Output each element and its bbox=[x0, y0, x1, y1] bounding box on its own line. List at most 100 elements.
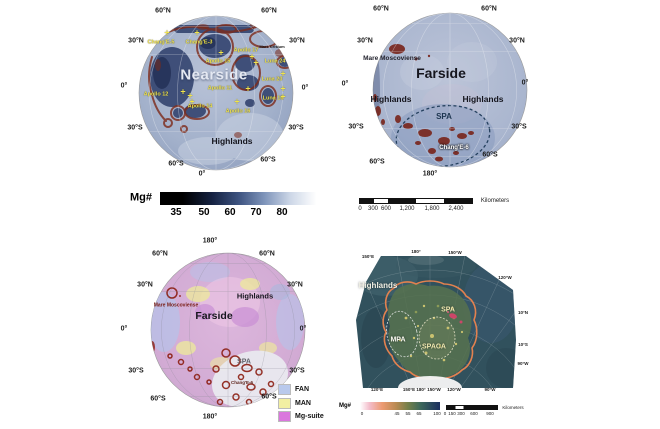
farside-globe bbox=[372, 12, 528, 168]
marker-change3: + bbox=[194, 27, 200, 38]
lat-60s-right: 60°S bbox=[482, 151, 498, 159]
marker-apollo12b: + bbox=[187, 90, 193, 101]
lon-180-bottom: 180° bbox=[202, 413, 218, 421]
marker-apollo11: + bbox=[245, 83, 251, 94]
globe-title-farside: Farside bbox=[416, 65, 466, 81]
lon-0-left: 0° bbox=[120, 325, 128, 333]
marker-luna20: + bbox=[280, 68, 286, 79]
site-apollo14: Apollo 14 bbox=[187, 103, 213, 110]
scalebar bbox=[359, 198, 473, 204]
lon-150e-bottom: 150°E bbox=[402, 386, 416, 392]
scalebar-tick-600: 600 bbox=[470, 410, 478, 416]
feature-highlands: Highlands bbox=[358, 281, 398, 290]
marker-luna24: + bbox=[253, 57, 259, 68]
lon-180-top: 180° bbox=[202, 237, 218, 245]
feature-mare-crisium: Mare Crisium bbox=[259, 44, 285, 49]
globe-title-farside: Farside bbox=[195, 309, 233, 322]
site-apollo15: Apollo 15 bbox=[205, 58, 231, 65]
colorbar-tick-65: 65 bbox=[416, 410, 422, 416]
colorbar-tick-55: 55 bbox=[405, 410, 411, 416]
colorbar-tick-70: 70 bbox=[250, 207, 262, 218]
lat-30n-right: 30°N bbox=[289, 37, 305, 45]
feature-mare-moscoviense: Mare Moscoviense bbox=[363, 54, 421, 62]
lat-60s-right: 60°S bbox=[260, 156, 276, 164]
marker-apollo12a: + bbox=[180, 86, 186, 97]
site-apollo17: Apollo 17 bbox=[233, 47, 259, 54]
lon-0-left: 0° bbox=[120, 82, 128, 90]
scalebar-tick-300: 300 bbox=[367, 206, 379, 212]
lon-120e-bottom: 120°E bbox=[370, 386, 384, 392]
feature-highlands: Highlands bbox=[211, 135, 253, 146]
lat-30s-left: 30°S bbox=[348, 123, 364, 131]
lat-60s-left: 60°S bbox=[150, 395, 166, 403]
pink-anomaly-marks bbox=[447, 311, 463, 324]
lon-0-bottom: 0° bbox=[198, 170, 206, 178]
man-swatch bbox=[278, 398, 291, 409]
lat-60n-right: 60°N bbox=[261, 7, 277, 15]
scalebar-tick-150: 150 bbox=[448, 410, 456, 416]
mpa-dashed-boundary bbox=[386, 310, 418, 358]
lat-60s-right: 60°S bbox=[261, 393, 277, 401]
scalebar-tick-1200: 1,200 bbox=[399, 206, 415, 212]
lat-10s-right: 10°S bbox=[518, 341, 528, 347]
legend-item-man: MAN bbox=[278, 398, 311, 409]
mgnum-colorbar bbox=[160, 192, 323, 205]
scalebar-spa bbox=[446, 405, 498, 410]
lat-30n-right: 30°N bbox=[509, 37, 525, 45]
feature-spa: SPA bbox=[237, 358, 251, 366]
graticule bbox=[161, 253, 295, 407]
marker-luna16: + bbox=[280, 83, 286, 94]
marker-luna16b: + bbox=[280, 91, 286, 102]
lon-0-right: 0° bbox=[301, 84, 309, 92]
lon-90w-bottom: 90°W bbox=[484, 386, 496, 392]
colorbar-tick-45: 45 bbox=[394, 410, 400, 416]
scalebar-unit: Kilometers bbox=[502, 404, 524, 410]
nearside-globe bbox=[138, 15, 294, 171]
site-luna16: Luna 16 bbox=[262, 95, 284, 102]
marker-apollo17: + bbox=[249, 51, 255, 62]
scalebar-tick-900: 900 bbox=[486, 410, 494, 416]
colorbar-title: Mg# bbox=[130, 191, 152, 204]
scalebar-tick-2400: 2,400 bbox=[448, 206, 464, 212]
spa-interior bbox=[388, 283, 472, 379]
lat-30s-right: 30°S bbox=[511, 123, 527, 131]
farside-mineral-globe bbox=[150, 252, 306, 408]
site-change3: Chang'E-3 bbox=[185, 39, 213, 46]
mg-suite-label: Mg-suite bbox=[295, 413, 324, 420]
site-apollo11: Apollo 11 bbox=[207, 85, 233, 92]
graticule bbox=[149, 16, 283, 170]
mgnum-colorbar-spa bbox=[360, 402, 440, 410]
lon-120w-bottom: 120°W bbox=[447, 386, 461, 392]
red-deposit-rings bbox=[166, 287, 279, 406]
spa-orange-boundary bbox=[382, 280, 478, 380]
feature-spaca: SPACA bbox=[422, 343, 446, 351]
site-change6: Chang'E-6 bbox=[230, 379, 254, 385]
lon-180-bottom: 180° bbox=[422, 170, 438, 178]
graticule bbox=[383, 13, 517, 167]
colorbar-tick-0: 0 bbox=[360, 410, 364, 416]
feature-spa: SPA bbox=[441, 306, 455, 314]
colorbar-tick-100: 100 bbox=[433, 410, 441, 416]
lon-90w-right: 90°W bbox=[517, 360, 529, 366]
site-apollo12: Apollo 12 bbox=[143, 91, 169, 98]
lat-60n-right: 60°N bbox=[259, 250, 275, 258]
feature-mpa: MPA bbox=[390, 336, 406, 344]
feature-highlands-left: Highlands bbox=[370, 93, 412, 104]
lat-30s-right: 30°S bbox=[289, 367, 305, 375]
highland-bright-areas bbox=[178, 113, 284, 165]
lat-30s-right: 30°S bbox=[288, 124, 304, 132]
lat-60s-left: 60°S bbox=[369, 158, 385, 166]
lon-0-left: 0° bbox=[341, 80, 349, 88]
site-change5: Chang'E-5 bbox=[147, 39, 175, 46]
lat-60n-right: 60°N bbox=[481, 5, 497, 13]
spa-dashed-boundary bbox=[395, 104, 491, 167]
feature-highlands: Highlands bbox=[236, 291, 274, 301]
lat-60n-left: 60°N bbox=[373, 5, 389, 13]
lon-150w-top: 150°W bbox=[448, 249, 462, 255]
fan-swatch bbox=[278, 384, 291, 395]
feature-mare-moscoviense: Mare Moscoviense bbox=[153, 302, 199, 309]
